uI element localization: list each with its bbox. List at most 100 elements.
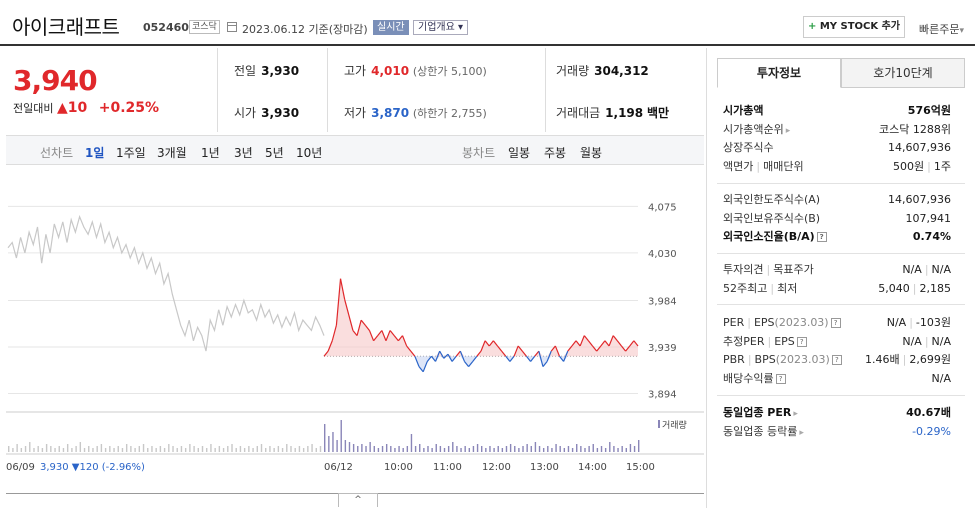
help-icon[interactable]: ? bbox=[796, 336, 807, 347]
today-price-segment bbox=[323, 350, 329, 357]
today-price-segment bbox=[344, 299, 350, 316]
corp-overview-dropdown[interactable]: 기업개요 ▾ bbox=[413, 20, 469, 35]
side-panel: 투자정보 호가10단계 시가총액 576억원 시가총액순위 ▸ 코스닥 1288위 상… bbox=[706, 48, 975, 508]
calendar-icon bbox=[227, 22, 237, 32]
today-price-segment bbox=[587, 340, 594, 347]
help-icon[interactable]: ? bbox=[775, 373, 786, 384]
volume-bar bbox=[348, 442, 351, 452]
volume-bar bbox=[121, 448, 124, 452]
volume-bar bbox=[633, 446, 636, 452]
candle-weekly[interactable]: 주봉 bbox=[544, 146, 567, 160]
today-price-segment bbox=[476, 350, 482, 357]
foreign-hold-value: 107,941 bbox=[905, 211, 952, 225]
shares-value: 14,607,936 bbox=[888, 141, 951, 154]
today-price-segment bbox=[385, 330, 391, 342]
foreign-section: 외국인한도주식수(A) 14,607,936 외국인보유주식수(B) 107,941… bbox=[723, 191, 951, 247]
company-name[interactable]: 아이크래프트 bbox=[12, 15, 120, 39]
volume-bar bbox=[402, 448, 404, 452]
pbr-bps-value: 1.46배 | 2,699원 bbox=[865, 353, 951, 366]
today-price-segment bbox=[443, 353, 449, 359]
quick-order-label: 빠른주문 bbox=[919, 23, 960, 36]
period-1d[interactable]: 1일 bbox=[85, 146, 105, 160]
volume-bar bbox=[231, 444, 233, 452]
today-price-segment bbox=[339, 278, 346, 300]
trade-value: 거래대금 1,198 백만 bbox=[556, 106, 670, 120]
today-price-segment bbox=[567, 345, 573, 352]
today-price-segment bbox=[583, 335, 589, 342]
candle-daily[interactable]: 일봉 bbox=[508, 146, 531, 160]
volume-bar bbox=[604, 448, 607, 452]
volume-bar bbox=[252, 448, 254, 452]
prev-close: 전일 3,930 bbox=[234, 64, 300, 78]
industry-section: 동일업종 PER ▸ 40.67배 동일업종 등락률 ▸ -0.29% bbox=[723, 404, 951, 441]
volume-bar bbox=[104, 448, 107, 452]
volume-bar bbox=[290, 446, 292, 452]
volume-bar bbox=[24, 446, 27, 452]
period-1y[interactable]: 1년 bbox=[201, 146, 220, 160]
volume-bar bbox=[501, 448, 504, 452]
period-5y[interactable]: 5년 bbox=[265, 146, 284, 160]
x-tick-label: 12:00 bbox=[482, 462, 511, 473]
market-cap-label: 시가총액 bbox=[723, 104, 764, 117]
price-chart[interactable]: 4,075 4,030 3,984 3,939 3,894 거래량 06/09 06/12 10… bbox=[6, 190, 704, 480]
tab-investment-info[interactable]: 투자정보 bbox=[717, 58, 841, 88]
up-triangle-icon: ▲ bbox=[56, 100, 68, 116]
x-tick-label: 15:00 bbox=[626, 462, 655, 473]
volume-bar bbox=[398, 446, 400, 452]
volume-bar bbox=[571, 448, 574, 452]
prev-day-summary: 3,930 ▼120 (-2.96%) bbox=[40, 462, 145, 473]
volume-bar bbox=[365, 446, 367, 452]
today-price-segment bbox=[538, 350, 544, 367]
help-icon[interactable]: ? bbox=[831, 355, 842, 365]
period-1w[interactable]: 1주일 bbox=[116, 146, 146, 160]
volume-bar bbox=[518, 448, 520, 452]
today-price-segment bbox=[488, 340, 494, 347]
volume-bar bbox=[613, 446, 615, 452]
chevron-up-icon[interactable]: ^ bbox=[338, 493, 378, 507]
period-3y[interactable]: 3년 bbox=[234, 146, 253, 160]
help-icon[interactable]: ? bbox=[830, 318, 841, 328]
volume-bar bbox=[406, 446, 409, 452]
today-price-segment bbox=[459, 350, 466, 362]
period-10y[interactable]: 10년 bbox=[296, 146, 323, 160]
volume-bar bbox=[269, 446, 271, 452]
x-tick-label: 13:00 bbox=[530, 462, 559, 473]
quick-order-button[interactable]: 빠른주문▾ bbox=[919, 21, 964, 37]
x-tick-label: 14:00 bbox=[578, 462, 607, 473]
volume-bar bbox=[29, 442, 31, 452]
mystock-add-button[interactable]: + MY STOCK 추가 bbox=[803, 16, 905, 38]
help-icon[interactable]: ? bbox=[816, 232, 827, 242]
industry-per-label[interactable]: 동일업종 PER ▸ bbox=[723, 406, 798, 419]
today-price-segment bbox=[625, 345, 631, 352]
volume-bar bbox=[155, 448, 157, 452]
opinion-target-label: 투자의견 | 목표주가 bbox=[723, 263, 814, 276]
volume-bar bbox=[344, 440, 347, 452]
open-price: 시가 3,930 bbox=[234, 106, 300, 120]
current-price: 3,940 bbox=[13, 64, 98, 97]
volume-bar bbox=[352, 444, 355, 452]
today-price-segment bbox=[559, 355, 565, 362]
today-price-segment bbox=[397, 335, 403, 342]
volume-bar bbox=[222, 448, 225, 452]
volume-bar bbox=[130, 446, 132, 452]
tab-hoga[interactable]: 호가10단계 bbox=[841, 58, 965, 88]
volume-bar bbox=[493, 448, 495, 452]
industry-rate-label[interactable]: 동일업종 등락률 ▸ bbox=[723, 424, 804, 438]
today-price-segment bbox=[546, 350, 552, 362]
volume-bar bbox=[260, 444, 263, 452]
candle-monthly[interactable]: 월봉 bbox=[580, 146, 603, 160]
volume-bar bbox=[277, 446, 280, 452]
cap-rank-label[interactable]: 시가총액순위 ▸ bbox=[723, 122, 791, 136]
today-price-segment bbox=[464, 361, 470, 368]
volume-bar bbox=[33, 448, 35, 452]
today-price-segment bbox=[633, 340, 639, 347]
volume-bar bbox=[54, 448, 56, 452]
volume-bar bbox=[357, 446, 359, 452]
volume-bar bbox=[88, 446, 90, 452]
volume-bar bbox=[319, 446, 322, 452]
period-3m[interactable]: 3개월 bbox=[157, 146, 187, 160]
realtime-button[interactable]: 실시간 bbox=[373, 20, 409, 35]
volume-bar bbox=[576, 444, 578, 452]
volume-bar bbox=[100, 444, 103, 452]
volume-bar bbox=[151, 446, 153, 452]
